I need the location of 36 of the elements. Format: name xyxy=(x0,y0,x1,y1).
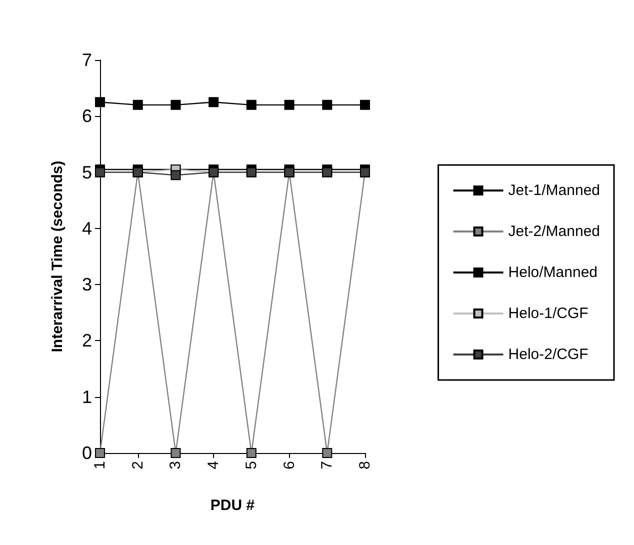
y-axis-title: Interarrival Time (seconds) xyxy=(49,160,66,352)
point xyxy=(170,100,181,110)
point xyxy=(322,100,332,110)
x-tick-label: 5 xyxy=(242,461,260,470)
legend-label: Helo-1/CGF xyxy=(508,305,588,322)
y-tick-label: 0 xyxy=(82,443,92,463)
x-tick-label: 1 xyxy=(92,461,108,470)
point xyxy=(360,100,370,110)
x-tick-label: 4 xyxy=(205,461,222,470)
point xyxy=(95,97,105,108)
x-tick-label: 8 xyxy=(356,461,374,470)
point xyxy=(246,448,256,458)
y-tick-label: 5 xyxy=(82,162,92,182)
x-tick-label: 3 xyxy=(167,461,184,470)
point xyxy=(208,97,219,108)
point xyxy=(170,170,181,180)
y-tick-label: 7 xyxy=(82,50,92,70)
x-tick-label: 6 xyxy=(280,461,298,470)
x-axis-title: PDU # xyxy=(210,497,256,514)
legend-label: Jet-2/Manned xyxy=(508,223,600,240)
x-tick-label: 2 xyxy=(129,461,146,470)
legend-label: Helo/Manned xyxy=(508,264,598,281)
y-tick-label: 4 xyxy=(82,218,92,238)
y-tick-label: 1 xyxy=(82,386,92,407)
point xyxy=(132,100,143,110)
x-tick-label: 7 xyxy=(318,461,336,470)
legend-label: Helo-2/CGF xyxy=(508,346,588,363)
y-tick-label: 2 xyxy=(82,330,92,351)
point xyxy=(284,100,294,110)
point xyxy=(95,448,105,458)
point xyxy=(322,448,332,458)
y-tick-label: 3 xyxy=(82,274,92,295)
point xyxy=(170,448,181,458)
y-tick-label: 6 xyxy=(82,106,92,126)
point xyxy=(246,100,256,110)
legend-label: Jet-1/Manned xyxy=(508,182,600,199)
